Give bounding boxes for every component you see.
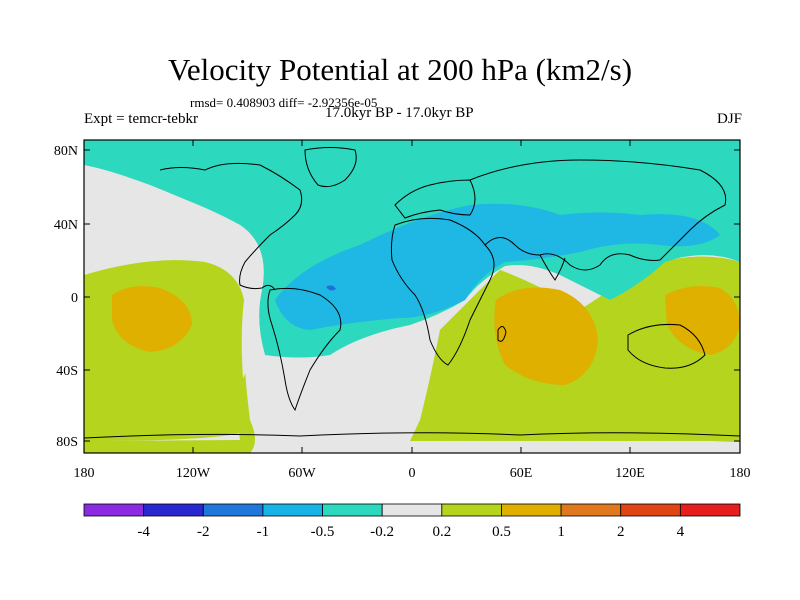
colorbar-box (143, 503, 204, 517)
lon-label: 120W (176, 466, 211, 481)
season-label: DJF (716, 111, 742, 127)
colorbar-label: -2 (197, 524, 210, 540)
lat-label: 80N (54, 144, 78, 159)
coast-europe (394, 179, 476, 219)
lon-label: 120E (615, 466, 645, 481)
lon-label: 0 (409, 466, 416, 481)
field-max-maritime (665, 286, 740, 355)
lon-label: 60E (510, 466, 533, 481)
lat-label: 80S (56, 435, 78, 450)
colorbar-box (83, 503, 145, 517)
colorbar-boxes (83, 503, 741, 517)
field-max-central-pacific (112, 286, 192, 352)
colorbar-labels: -4 -2 -1 -0.5 -0.2 0.2 0.5 1 2 4 (137, 524, 684, 540)
lon-label: 180 (74, 466, 95, 481)
lat-label: 40S (56, 364, 78, 379)
latitude-labels: 80N 40N 0 40S 80S (54, 144, 78, 450)
lat-label: 40N (54, 218, 78, 233)
plot-title: Velocity Potential at 200 hPa (km2/s) (167, 52, 633, 87)
colorbar-box (620, 503, 681, 517)
field-max-indian-ocean (494, 287, 598, 385)
field-min-core (326, 285, 336, 291)
coast-greenland (304, 147, 357, 188)
longitude-labels: 180 120W 60W 0 60E 120E 180 (74, 466, 751, 481)
coastlines (84, 147, 740, 439)
colorbar-label: 1 (557, 524, 565, 540)
coast-australia (627, 324, 706, 369)
colorbar-label: -1 (257, 524, 270, 540)
colorbar-label: 0.5 (492, 524, 511, 540)
lon-label: 60W (288, 466, 316, 481)
colorbar-box (322, 503, 383, 517)
colorbar-box (262, 503, 323, 517)
colorbar-label: 0.2 (432, 524, 451, 540)
stats-line: rmsd= 0.408903 diff= -2.92356e-05 (190, 95, 378, 110)
colorbar-box (501, 503, 562, 517)
coast-asia (469, 159, 727, 271)
axis-ticks (83, 140, 741, 453)
coast-antarctica (84, 432, 740, 439)
colorbar-box (441, 503, 502, 517)
coast-north-america (159, 162, 303, 291)
colorbar-label: -0.5 (311, 524, 335, 540)
lat-label: 0 (71, 291, 78, 306)
colorbar-label: 2 (617, 524, 625, 540)
colorbar-box (560, 503, 622, 517)
colorbar-label: -0.2 (370, 524, 394, 540)
period-label: 17.0kyr BP - 17.0kyr BP (325, 105, 474, 121)
coast-africa (390, 217, 495, 366)
colorbar-box (381, 503, 443, 517)
colorbar-box (679, 503, 741, 517)
colorbar-label: 4 (677, 524, 685, 540)
contour-field (84, 140, 740, 453)
field-strong-negative (275, 203, 720, 330)
experiment-label: Expt = temcr-tebkr (84, 111, 198, 127)
coast-india (539, 254, 566, 281)
colorbar-box (202, 503, 264, 517)
lon-label: 180 (730, 466, 751, 481)
coast-madagascar (497, 326, 507, 342)
colorbar-label: -4 (137, 524, 150, 540)
coast-south-america (267, 287, 342, 412)
